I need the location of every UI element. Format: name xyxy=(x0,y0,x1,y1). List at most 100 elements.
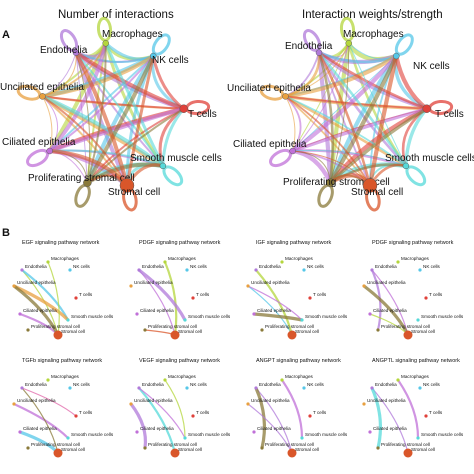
interaction-edge xyxy=(284,95,302,152)
interaction-edge xyxy=(317,51,372,187)
pathway-node-label: Stromal cell xyxy=(295,447,319,452)
pathway-node xyxy=(191,296,195,300)
node-prolif xyxy=(326,178,335,187)
pathway-node-label: Smooth muscle cells xyxy=(188,432,231,437)
interaction-edge xyxy=(86,42,107,184)
interaction-edge xyxy=(317,51,408,168)
pathway-node xyxy=(254,268,258,272)
pathway-node-label: Ciliated epithelia xyxy=(257,426,291,431)
interaction-edge xyxy=(40,54,156,99)
pathway-node-label: NK cells xyxy=(423,382,441,387)
node-nk xyxy=(150,52,157,60)
pathway-node-label: Smooth muscle cells xyxy=(421,432,464,437)
pathway-node xyxy=(135,312,139,316)
pathway-title: TGFb signaling pathway network xyxy=(22,358,102,364)
pathway-node xyxy=(287,448,297,458)
pathway-node-label: Smooth muscle cells xyxy=(71,314,114,319)
pathway-title: PDGF signaling pathway network xyxy=(139,240,221,246)
interaction-edge xyxy=(41,95,59,152)
pathway-panel: TGFb signaling pathway network Macrophage… xyxy=(12,358,114,458)
pathway-node xyxy=(246,284,250,288)
pathway-panel: IGF signaling pathway network Macrophages… xyxy=(246,240,348,340)
pathway-node-label: Ciliated epithelia xyxy=(140,308,174,313)
pathway-node-label: T cells xyxy=(313,410,327,415)
node-stromal xyxy=(362,178,378,193)
network-interactions: Number of interactions Macrophages Endoth… xyxy=(0,9,222,212)
pathway-node xyxy=(403,448,413,458)
pathway-node xyxy=(302,386,306,390)
node-label-unciliated: Unciliated epithelia xyxy=(0,82,84,93)
pathway-node-label: NK cells xyxy=(190,382,208,387)
pathway-node xyxy=(280,378,284,382)
pathway-node xyxy=(252,312,256,316)
pathway-title: ANGPT signaling pathway network xyxy=(256,358,341,364)
node-label-smooth: Smooth muscle cells xyxy=(385,153,474,164)
pathway-node xyxy=(137,386,141,390)
pathway-node xyxy=(362,402,366,406)
pathway-node-label: Endothelia xyxy=(375,382,397,387)
pathway-node-label: Ciliated epithelia xyxy=(257,308,291,313)
pathway-edge xyxy=(371,387,409,454)
node-macrophages xyxy=(102,40,109,47)
pathway-node xyxy=(18,312,22,316)
pathway-node-label: Smooth muscle cells xyxy=(71,432,114,437)
pathway-node-label: Unciliated epithelia xyxy=(367,398,406,403)
pathway-node-label: Endothelia xyxy=(142,382,164,387)
interaction-edge xyxy=(317,51,408,168)
pathway-node xyxy=(370,386,374,390)
pathway-edge xyxy=(247,285,293,336)
pathway-node xyxy=(191,414,195,418)
node-label-macrophages: Macrophages xyxy=(343,29,404,40)
pathway-edge xyxy=(247,403,293,454)
interaction-edge xyxy=(47,41,108,153)
interaction-edge xyxy=(161,107,186,168)
interaction-edge xyxy=(328,53,399,185)
pathway-node xyxy=(280,260,284,264)
pathway-edge xyxy=(138,269,176,336)
interaction-edge xyxy=(348,42,407,167)
panel-label-b: B xyxy=(2,227,10,239)
pathway-node-label: NK cells xyxy=(73,264,91,269)
pathway-node xyxy=(416,318,420,322)
pathway-node-label: T cells xyxy=(79,410,93,415)
node-unciliated xyxy=(39,93,46,100)
pathway-node xyxy=(46,378,50,382)
pathway-node-label: Unciliated epithelia xyxy=(251,398,290,403)
interaction-edge xyxy=(74,50,186,111)
pathway-node-label: Unciliated epithelia xyxy=(251,280,290,285)
pathway-edge xyxy=(163,261,178,336)
pathway-node xyxy=(18,430,22,434)
pathway-node xyxy=(416,436,420,440)
pathway-node-label: Macrophages xyxy=(168,374,197,379)
pathway-node-label: Macrophages xyxy=(51,256,80,261)
pathway-edge xyxy=(397,379,420,439)
pathway-node xyxy=(396,378,400,382)
interaction-edge xyxy=(284,95,371,187)
pathway-node xyxy=(143,446,147,450)
pathway-node xyxy=(302,268,306,272)
pathway-node-label: Proliferating stromal cell xyxy=(265,324,314,329)
pathway-edge xyxy=(144,329,176,336)
node-label-smooth: Smooth muscle cells xyxy=(130,153,222,164)
node-t xyxy=(179,104,188,113)
pathway-node xyxy=(368,430,372,434)
interaction-edge xyxy=(404,107,429,168)
pathway-node xyxy=(12,284,16,288)
pathway-node-label: Ciliated epithelia xyxy=(373,426,407,431)
pathway-node-label: Proliferating stromal cell xyxy=(148,324,197,329)
pathway-node xyxy=(424,414,428,418)
pathway-node xyxy=(170,330,180,340)
interaction-edge xyxy=(367,53,399,188)
pathway-node xyxy=(185,268,189,272)
pathway-node-label: Unciliated epithelia xyxy=(134,280,173,285)
pathway-node xyxy=(368,312,372,316)
interaction-edge xyxy=(394,53,429,111)
pathway-node xyxy=(129,284,133,288)
pathway-title: ANGPTL signaling pathway network xyxy=(372,358,460,364)
pathway-node-label: Smooth muscle cells xyxy=(421,314,464,319)
node-stromal xyxy=(119,178,135,193)
pathway-panel: VEGF signaling pathway network Macrophage… xyxy=(129,358,231,458)
pathway-node xyxy=(26,328,30,332)
pathway-panel: ANGPTL signaling pathway network Macropha… xyxy=(362,358,464,458)
